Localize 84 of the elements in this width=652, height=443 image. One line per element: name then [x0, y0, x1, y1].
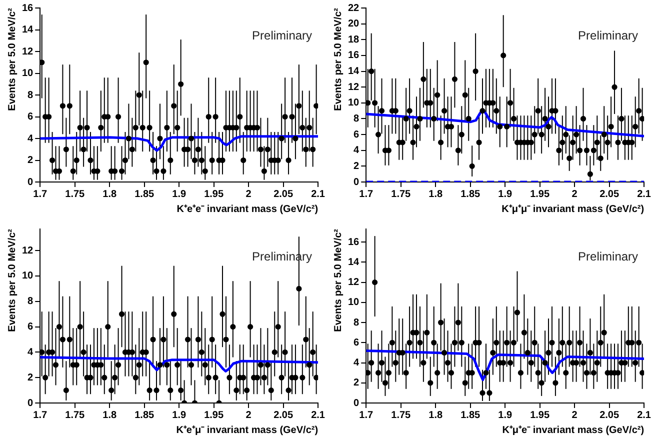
y-tick-label: 14 [348, 256, 360, 268]
annotation: Preliminary [252, 28, 312, 42]
y-tick-label: 10 [348, 297, 360, 308]
x-tick-label: 2 [246, 410, 252, 421]
y-tick-label: 4 [354, 145, 360, 156]
x-tick-label: 1.95 [530, 188, 550, 200]
y-tick-label: 12 [22, 46, 34, 58]
x-tick-label: 2.1 [311, 188, 326, 200]
x-tick-label: 1.95 [530, 410, 550, 421]
y-tick-label: 0 [28, 176, 34, 188]
y-tick-label: 12 [348, 277, 360, 288]
x-tick-label: 2.05 [600, 188, 620, 200]
x-tick-label: 2.05 [600, 410, 620, 421]
x-tick-label: 1.7 [359, 410, 374, 421]
x-tick-label: 2.05 [274, 410, 294, 421]
y-tick-label: 16 [22, 2, 34, 14]
y-tick-label: 20 [348, 18, 360, 30]
x-tick-label: 2 [246, 188, 252, 200]
y-tick-label: 18 [348, 34, 360, 46]
y-tick-label: 16 [348, 50, 360, 62]
x-tick-label: 1.75 [391, 188, 412, 200]
y-tick-label: 2 [28, 155, 34, 166]
y-tick-label: 14 [22, 24, 34, 36]
y-tick-label: 8 [354, 113, 360, 124]
x-tick-label: 1.85 [134, 410, 155, 421]
x-tick-label: 1.75 [65, 188, 86, 200]
y-tick-label: 6 [28, 322, 34, 333]
x-axis-title: K⁺e⁺μ⁻ invariant mass (GeV/c²) [176, 424, 318, 436]
y-tick-label: 6 [28, 112, 34, 122]
x-tick-label: 1.8 [428, 188, 443, 200]
x-tick-label: 2.1 [637, 188, 652, 200]
y-tick-label: 10 [22, 68, 34, 79]
x-axis-title: K⁺μ⁺μ⁻ invariant mass (GeV/c²) [502, 204, 644, 215]
x-tick-label: 1.8 [102, 410, 117, 421]
y-tick-label: 6 [354, 129, 360, 140]
x-tick-label: 1.85 [134, 188, 155, 200]
x-tick-label: 1.85 [460, 410, 481, 421]
x-tick-label: 1.75 [65, 410, 86, 421]
annotation: Preliminary [578, 249, 638, 264]
y-tick-label: 10 [348, 98, 360, 109]
x-tick-label: 2 [572, 410, 578, 421]
x-tick-label: 2 [572, 188, 578, 200]
x-axis-title: K⁺μ⁺e⁻ invariant mass (GeV/c²) [502, 424, 644, 436]
x-tick-label: 1.7 [33, 188, 48, 200]
y-tick-label: 4 [28, 133, 34, 144]
y-tick-label: 8 [354, 317, 360, 328]
x-tick-label: 1.7 [33, 410, 48, 421]
x-tick-label: 1.95 [204, 410, 224, 421]
x-tick-label: 1.7 [359, 188, 374, 200]
y-tick-label: 12 [348, 82, 360, 93]
x-tick-label: 2.1 [637, 410, 652, 421]
y-axis-title: Events per 5.0 MeV/c² [332, 7, 344, 111]
y-axis-title: Events per 5.0 MeV/c² [6, 7, 18, 111]
y-tick-label: 0 [354, 176, 360, 188]
y-tick-label: 14 [348, 66, 360, 78]
y-tick-label: 6 [354, 337, 360, 348]
y-tick-label: 0 [354, 398, 360, 409]
y-axis-title: Events per 5.0 MeV/c² [6, 228, 18, 332]
y-tick-label: 2 [354, 378, 360, 389]
y-tick-label: 22 [348, 2, 360, 14]
y-tick-label: 16 [348, 236, 360, 248]
x-tick-label: 1.9 [498, 188, 512, 200]
y-tick-label: 4 [354, 358, 360, 369]
y-tick-label: 0 [28, 398, 34, 409]
x-tick-label: 1.85 [460, 188, 481, 200]
x-tick-label: 1.9 [172, 410, 186, 421]
y-tick-label: 12 [22, 245, 34, 256]
x-tick-label: 1.9 [172, 188, 186, 200]
y-tick-label: 10 [22, 270, 34, 282]
annotation: Preliminary [578, 28, 638, 42]
x-tick-label: 1.9 [498, 410, 512, 421]
x-tick-label: 1.8 [102, 188, 117, 200]
x-axis-title: K⁺e⁺e⁻ invariant mass (GeV/c²) [176, 204, 318, 215]
x-tick-label: 2.1 [311, 410, 326, 421]
x-tick-label: 1.75 [391, 410, 412, 421]
x-tick-label: 1.8 [428, 410, 443, 421]
y-axis-title: Events per 5.0 MeV/c² [332, 228, 344, 332]
y-tick-label: 2 [28, 372, 34, 384]
y-tick-label: 8 [28, 296, 34, 308]
x-tick-label: 1.95 [204, 188, 224, 200]
x-tick-label: 2.05 [274, 188, 294, 200]
y-tick-label: 4 [28, 346, 34, 358]
y-tick-label: 2 [354, 160, 360, 172]
y-tick-label: 8 [28, 90, 34, 101]
